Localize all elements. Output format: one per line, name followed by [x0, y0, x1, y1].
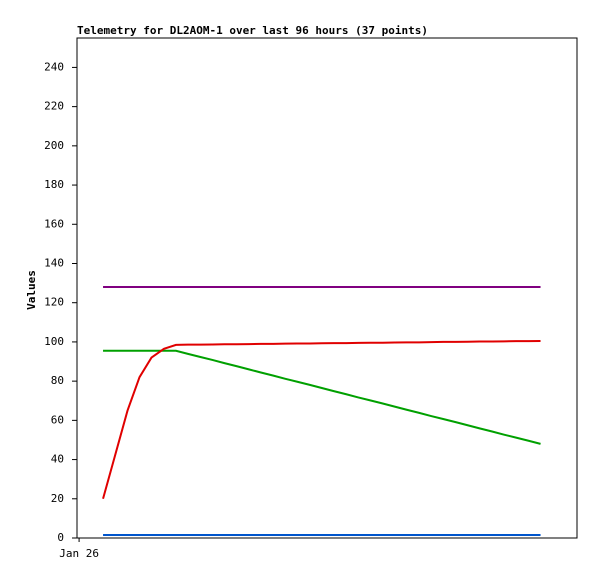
y-tick-label: 160: [44, 217, 64, 230]
y-tick-label: 20: [51, 492, 64, 505]
y-tick-label: 220: [44, 100, 64, 113]
y-tick-label: 60: [51, 413, 64, 426]
plot-frame: [76, 37, 578, 539]
y-tick-label: 120: [44, 296, 64, 309]
chart-title: Telemetry for DL2AOM-1 over last 96 hour…: [77, 24, 428, 37]
y-tick-label: 0: [57, 531, 64, 544]
y-tick-label: 140: [44, 256, 64, 269]
x-tick-label: Jan 26: [59, 547, 99, 560]
y-tick-label: 80: [51, 374, 64, 387]
series-line: [103, 349, 541, 445]
series-line: [102, 339, 541, 500]
y-axis-label: Values: [25, 270, 38, 310]
y-tick-label: 200: [44, 139, 64, 152]
y-tick-label: 180: [44, 178, 64, 191]
y-tick-label: 240: [44, 60, 64, 73]
y-tick-label: 100: [44, 335, 64, 348]
y-tick-label: 40: [51, 453, 64, 466]
